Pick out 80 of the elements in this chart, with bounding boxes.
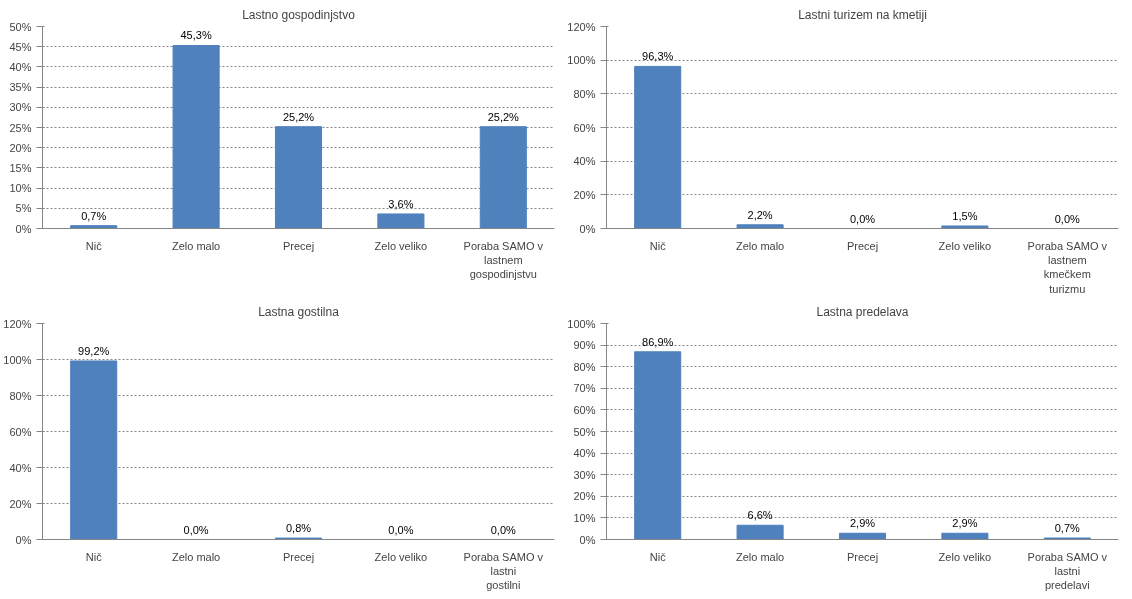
data-label: 45,3% <box>180 29 212 42</box>
x-tick-label: Nič <box>649 550 667 563</box>
y-tick-label: 50% <box>9 20 32 33</box>
x-tick-label: Zelo malo <box>735 550 785 563</box>
data-label: 86,9% <box>642 335 674 348</box>
y-tick-label: 35% <box>9 81 32 94</box>
x-tick-label: Zelo veliko <box>374 550 428 563</box>
y-tick-label: 0% <box>15 533 32 546</box>
y-tick-label: 0% <box>579 533 596 546</box>
y-tick-label: 90% <box>573 339 596 352</box>
y-tick-label: 0% <box>15 222 32 235</box>
y-tick-label: 50% <box>573 425 596 438</box>
y-tick-label: 60% <box>573 403 596 416</box>
data-label: 2,9% <box>952 517 978 530</box>
x-tick-label: Poraba SAMO v lastnem gospodinjstvu <box>463 239 544 281</box>
y-tick-label: 60% <box>573 121 596 134</box>
y-tick-label: 20% <box>9 497 32 510</box>
y-tick-label: 30% <box>573 468 596 481</box>
chart-title: Lastna predelava <box>816 304 909 319</box>
x-tick-label: Precej <box>282 550 315 563</box>
y-tick-label: 120% <box>3 317 32 330</box>
y-tick-label: 20% <box>573 490 596 503</box>
x-tick-label: Zelo veliko <box>938 550 992 563</box>
y-tick-label: 45% <box>9 40 32 53</box>
y-tick-label: 20% <box>9 141 32 154</box>
y-tick-label: 100% <box>3 353 32 366</box>
x-tick-label: Nič <box>649 239 667 252</box>
x-tick-label: Zelo malo <box>171 550 221 563</box>
y-tick-label: 80% <box>9 389 32 402</box>
y-tick-label: 10% <box>9 182 32 195</box>
data-label: 25,2% <box>282 110 315 123</box>
y-tick-label: 120% <box>567 20 596 33</box>
y-tick-label: 40% <box>9 60 32 73</box>
y-tick-label: 60% <box>9 425 32 438</box>
data-label: 6,6% <box>747 509 773 522</box>
x-tick-label: Poraba SAMO v lastni gostilni <box>463 550 544 592</box>
data-label: 3,6% <box>388 197 414 210</box>
x-tick-label: Poraba SAMO v lastnem kmečkem turizmu <box>1027 239 1108 295</box>
x-tick-label: Precej <box>282 239 315 252</box>
y-tick-label: 25% <box>9 121 32 134</box>
data-label: 0,8% <box>285 522 312 535</box>
data-label: 0,0% <box>183 523 209 536</box>
y-tick-label: 70% <box>573 382 596 395</box>
y-tick-label: 15% <box>9 161 32 174</box>
x-tick-label: Zelo veliko <box>374 239 428 252</box>
y-tick-label: 80% <box>573 360 596 373</box>
data-label: 0,0% <box>1054 212 1081 225</box>
y-tick-label: 0% <box>579 222 596 235</box>
y-tick-label: 10% <box>573 511 596 524</box>
data-label: 0,0% <box>849 212 876 225</box>
x-tick-label: Zelo malo <box>735 239 785 252</box>
data-label: 0,0% <box>388 523 414 536</box>
y-tick-label: 80% <box>573 87 596 100</box>
data-label: 0,7% <box>1054 521 1081 534</box>
x-tick-label: Nič <box>85 239 103 252</box>
x-tick-label: Poraba SAMO v lastni predelavi <box>1027 550 1108 592</box>
x-tick-label: Nič <box>85 550 103 563</box>
y-tick-label: 20% <box>573 188 596 201</box>
y-tick-label: 40% <box>573 155 596 168</box>
data-label: 0,7% <box>81 209 107 222</box>
data-label: 2,2% <box>747 208 773 221</box>
x-tick-label: Zelo veliko <box>938 239 992 252</box>
x-tick-label: Zelo malo <box>171 239 221 252</box>
data-label: 25,2% <box>487 110 520 123</box>
y-tick-label: 40% <box>9 461 32 474</box>
y-tick-label: 100% <box>567 317 596 330</box>
data-label: 1,5% <box>952 209 978 222</box>
y-tick-label: 5% <box>15 202 32 215</box>
data-label: 99,2% <box>78 344 110 357</box>
x-tick-label: Precej <box>846 550 879 563</box>
y-tick-label: 40% <box>573 447 596 460</box>
chart-title: Lastni turizem na kmetiji <box>798 7 927 22</box>
data-label: 2,9% <box>849 517 876 530</box>
y-tick-label: 100% <box>567 54 596 67</box>
x-tick-label: Precej <box>846 239 879 252</box>
y-tick-label: 30% <box>9 101 32 114</box>
chart-title: Lastno gospodinjstvo <box>242 7 356 22</box>
chart-title: Lastna gostilna <box>258 304 340 319</box>
data-label: 96,3% <box>642 50 674 63</box>
data-label: 0,0% <box>490 523 517 536</box>
